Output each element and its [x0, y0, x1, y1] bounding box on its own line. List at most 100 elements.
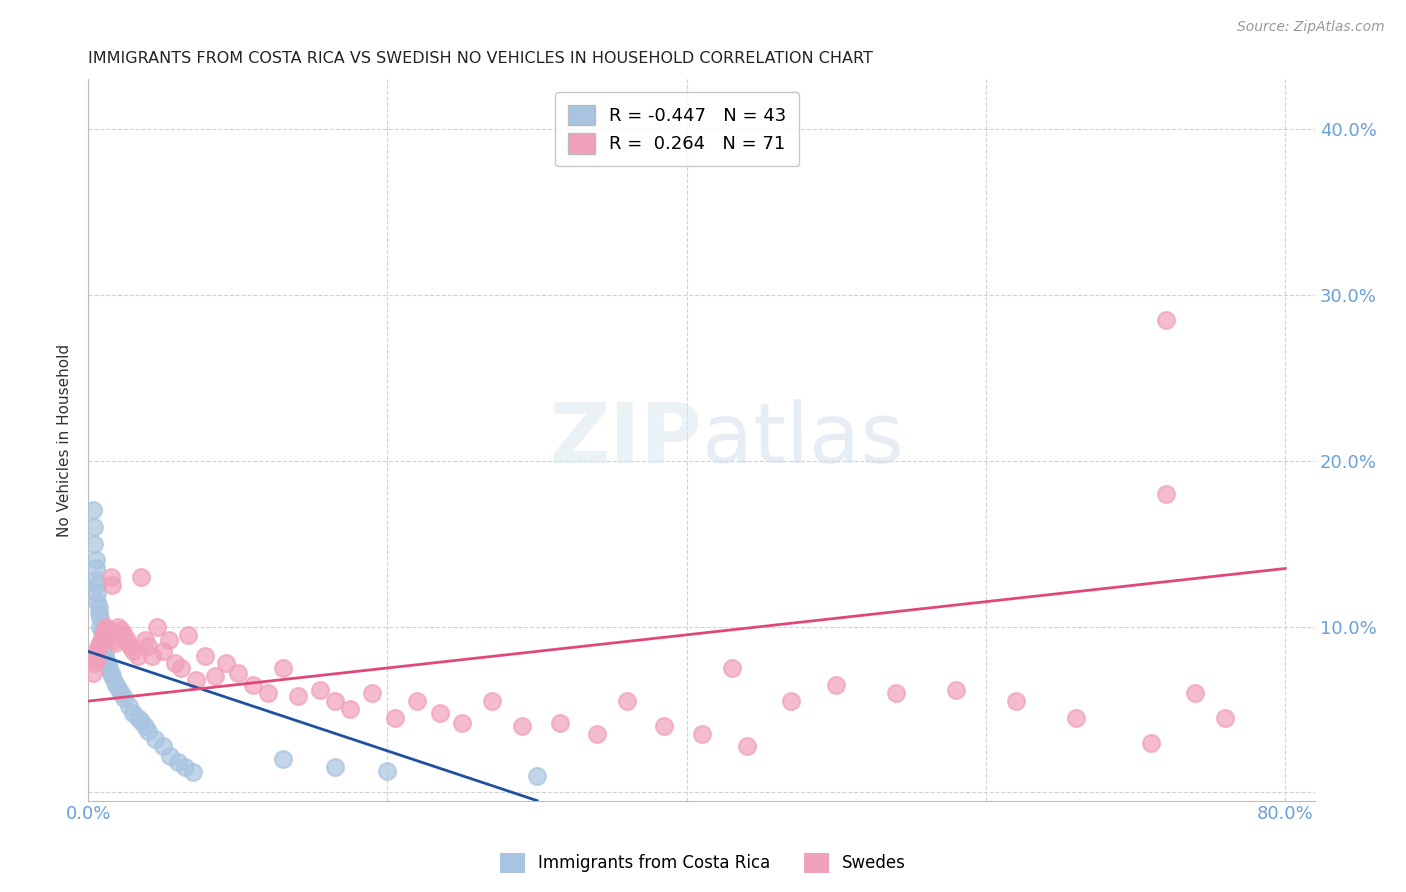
Point	[323, 760, 346, 774]
Point	[1064, 711, 1087, 725]
Point	[159, 748, 181, 763]
Point	[945, 682, 967, 697]
Point	[84, 561, 107, 575]
Point	[825, 677, 848, 691]
Point	[89, 611, 111, 625]
Point	[83, 656, 105, 670]
Point	[339, 702, 361, 716]
Point	[87, 607, 110, 621]
Point	[91, 628, 114, 642]
Point	[89, 619, 111, 633]
Point	[84, 573, 107, 587]
Point	[91, 636, 114, 650]
Point	[98, 623, 121, 637]
Point	[86, 594, 108, 608]
Point	[170, 661, 193, 675]
Point	[652, 719, 675, 733]
Point	[101, 669, 124, 683]
Point	[1005, 694, 1028, 708]
Point	[226, 665, 249, 680]
Point	[309, 682, 332, 697]
Point	[323, 694, 346, 708]
Point	[94, 653, 117, 667]
Point	[204, 669, 226, 683]
Point	[127, 711, 149, 725]
Point	[115, 632, 138, 647]
Point	[91, 642, 114, 657]
Point	[97, 657, 120, 672]
Point	[122, 706, 145, 720]
Point	[215, 656, 238, 670]
Point	[780, 694, 803, 708]
Point	[129, 570, 152, 584]
Point	[510, 719, 533, 733]
Point	[86, 642, 108, 657]
Point	[84, 649, 107, 664]
Point	[256, 686, 278, 700]
Point	[100, 665, 122, 680]
Text: ZIP: ZIP	[550, 400, 702, 481]
Point	[146, 619, 169, 633]
Point	[361, 686, 384, 700]
Point	[271, 661, 294, 675]
Point	[1154, 312, 1177, 326]
Point	[87, 599, 110, 614]
Legend: R = -0.447   N = 43, R =  0.264   N = 71: R = -0.447 N = 43, R = 0.264 N = 71	[555, 92, 799, 166]
Point	[152, 739, 174, 753]
Point	[174, 760, 197, 774]
Point	[145, 732, 167, 747]
Point	[86, 586, 108, 600]
Point	[82, 665, 104, 680]
Point	[163, 656, 186, 670]
Point	[690, 727, 713, 741]
Point	[118, 640, 141, 654]
Point	[1139, 735, 1161, 749]
Point	[136, 640, 159, 654]
Point	[93, 623, 115, 637]
Point	[101, 578, 124, 592]
Point	[1215, 711, 1237, 725]
Point	[110, 686, 132, 700]
Point	[177, 628, 200, 642]
Point	[127, 649, 149, 664]
Point	[141, 649, 163, 664]
Legend: Immigrants from Costa Rica, Swedes: Immigrants from Costa Rica, Swedes	[494, 847, 912, 880]
Point	[82, 503, 104, 517]
Point	[184, 673, 207, 687]
Point	[616, 694, 638, 708]
Text: Source: ZipAtlas.com: Source: ZipAtlas.com	[1237, 20, 1385, 34]
Point	[122, 644, 145, 658]
Point	[83, 536, 105, 550]
Point	[384, 711, 406, 725]
Point	[87, 640, 110, 654]
Point	[89, 636, 111, 650]
Point	[735, 739, 758, 753]
Point	[134, 719, 156, 733]
Point	[83, 520, 105, 534]
Y-axis label: No Vehicles in Household: No Vehicles in Household	[58, 343, 72, 537]
Point	[181, 765, 204, 780]
Point	[429, 706, 451, 720]
Point	[90, 624, 112, 639]
Point	[86, 653, 108, 667]
Point	[112, 628, 135, 642]
Point	[97, 628, 120, 642]
Point	[94, 619, 117, 633]
Point	[129, 714, 152, 728]
Point	[526, 769, 548, 783]
Point	[98, 661, 121, 675]
Point	[107, 681, 129, 695]
Point	[194, 649, 217, 664]
Point	[406, 694, 429, 708]
Point	[377, 764, 399, 778]
Point	[112, 690, 135, 705]
Point	[287, 689, 309, 703]
Point	[242, 677, 264, 691]
Text: atlas: atlas	[702, 400, 904, 481]
Point	[548, 715, 571, 730]
Point	[271, 752, 294, 766]
Point	[90, 632, 112, 647]
Point	[481, 694, 503, 708]
Point	[136, 723, 159, 738]
Point	[117, 699, 139, 714]
